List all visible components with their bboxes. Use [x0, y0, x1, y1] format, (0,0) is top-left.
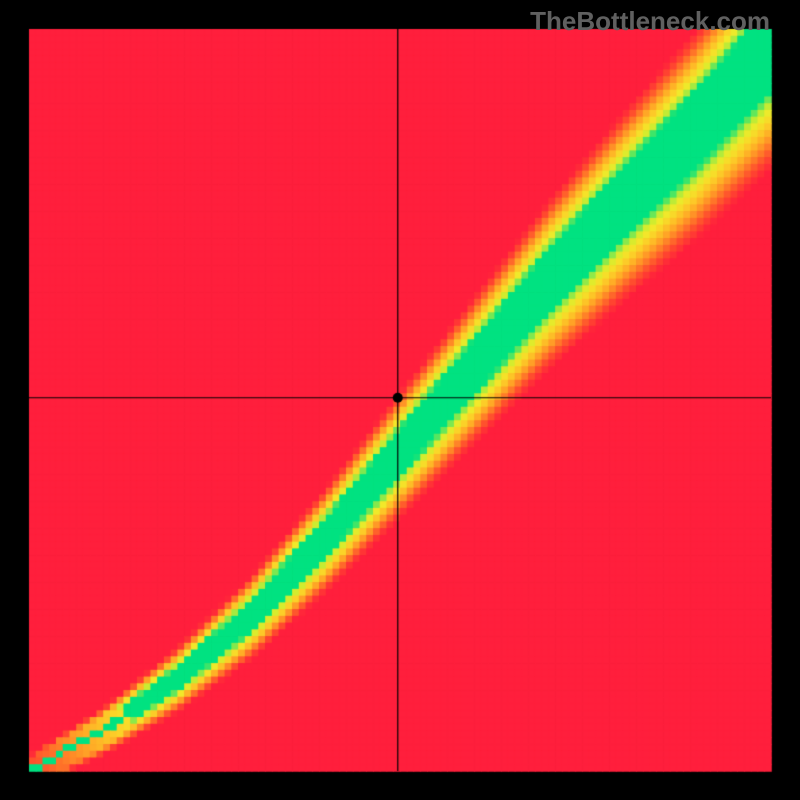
- bottleneck-heatmap: [0, 0, 800, 800]
- watermark-text: TheBottleneck.com: [530, 6, 770, 37]
- chart-container: { "canvas": { "width": 800, "height": 80…: [0, 0, 800, 800]
